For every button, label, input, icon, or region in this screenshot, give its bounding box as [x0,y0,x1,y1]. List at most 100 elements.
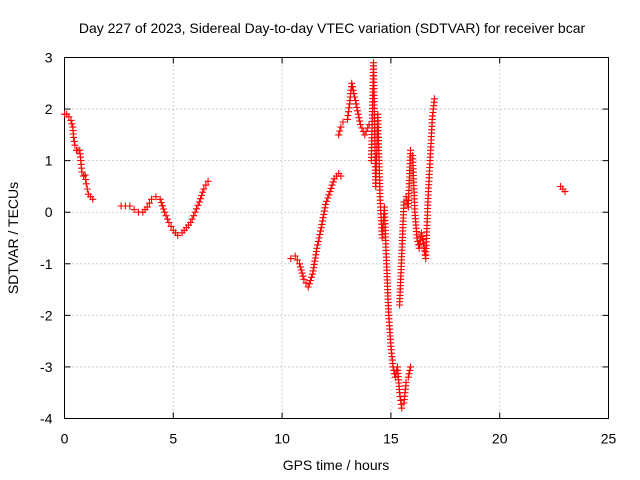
data-point [319,217,326,225]
data-point [356,121,364,128]
data-point [406,366,414,374]
x-tick-label: 25 [601,431,617,447]
data-point [561,188,569,196]
data-point [313,244,321,252]
data-point [188,215,196,223]
data-point [325,191,333,199]
data-point [355,114,363,122]
chart-title: Day 227 of 2023, Sidereal Day-to-day VTE… [79,20,586,36]
data-point [296,263,304,271]
data-point [351,97,359,104]
data-point [174,231,182,239]
y-tick-label: 3 [45,50,53,66]
data-point [199,188,207,196]
data-point [329,178,337,186]
data-point [68,120,76,128]
data-point [305,280,313,288]
data-point [160,205,167,213]
data-point [337,172,345,180]
data-point [316,231,324,239]
data-point [317,224,325,232]
data-point [418,232,426,240]
data-point [416,240,424,248]
data-point [197,195,204,203]
data-point [327,184,335,192]
data-point [320,207,328,215]
data-point [339,118,347,126]
data-point [407,146,414,154]
data-point [299,272,307,280]
data-point [326,188,334,196]
data-point [350,90,358,98]
data-point [321,204,329,212]
data-point [157,199,165,206]
data-point [165,219,173,226]
data-point [315,234,323,242]
data-point [164,215,171,223]
data-point [65,113,73,121]
data-point [190,212,198,220]
data-point [198,192,206,199]
data-point [306,277,314,284]
data-point [130,206,138,214]
data-point [349,83,356,91]
data-point [296,260,303,268]
data-point [323,197,331,205]
data-point [361,131,369,139]
data-point [417,229,425,237]
data-point [194,201,202,209]
data-point [148,195,155,203]
data-point [400,198,408,206]
data-point [324,194,332,202]
data-point [195,198,203,206]
data-point [311,257,319,265]
data-point [317,227,324,235]
data-point [312,251,320,259]
data-point [419,236,427,244]
x-tick-label: 15 [383,431,399,447]
data-point [83,185,91,193]
data-point [158,202,166,210]
data-point [143,203,151,211]
y-tick-label: 0 [45,204,53,220]
data-point [187,219,195,226]
data-point [407,363,414,371]
data-point [193,205,200,213]
data-point [354,110,362,118]
data-point [354,107,361,115]
data-point [287,255,295,263]
data-point [204,177,212,185]
data-point [402,378,410,386]
data-point [405,370,413,378]
data-point [309,267,317,275]
data-point [302,279,310,287]
data-point [70,133,78,141]
data-point [319,214,327,222]
y-tick-label: 2 [45,101,53,117]
data-point [200,185,208,193]
data-point [300,275,308,283]
data-point [404,373,412,381]
x-tick-label: 5 [169,431,177,447]
data-point [156,195,164,203]
data-point [161,208,169,216]
data-point [82,176,90,183]
data-point [291,252,299,260]
data-point [349,86,357,94]
data-point [356,117,364,125]
data-point [167,222,175,230]
data-point [298,269,306,277]
y-tick-label: -1 [40,256,53,272]
data-point [335,131,343,139]
data-point [297,266,305,274]
x-axis-label: GPS time / hours [283,457,390,473]
data-point [314,237,322,245]
data-point [430,95,438,103]
data-point [78,168,86,176]
data-point [304,283,312,291]
y-tick-label: 1 [45,153,53,169]
data-point [70,137,78,145]
data-points [61,59,569,412]
data-point [328,181,336,189]
